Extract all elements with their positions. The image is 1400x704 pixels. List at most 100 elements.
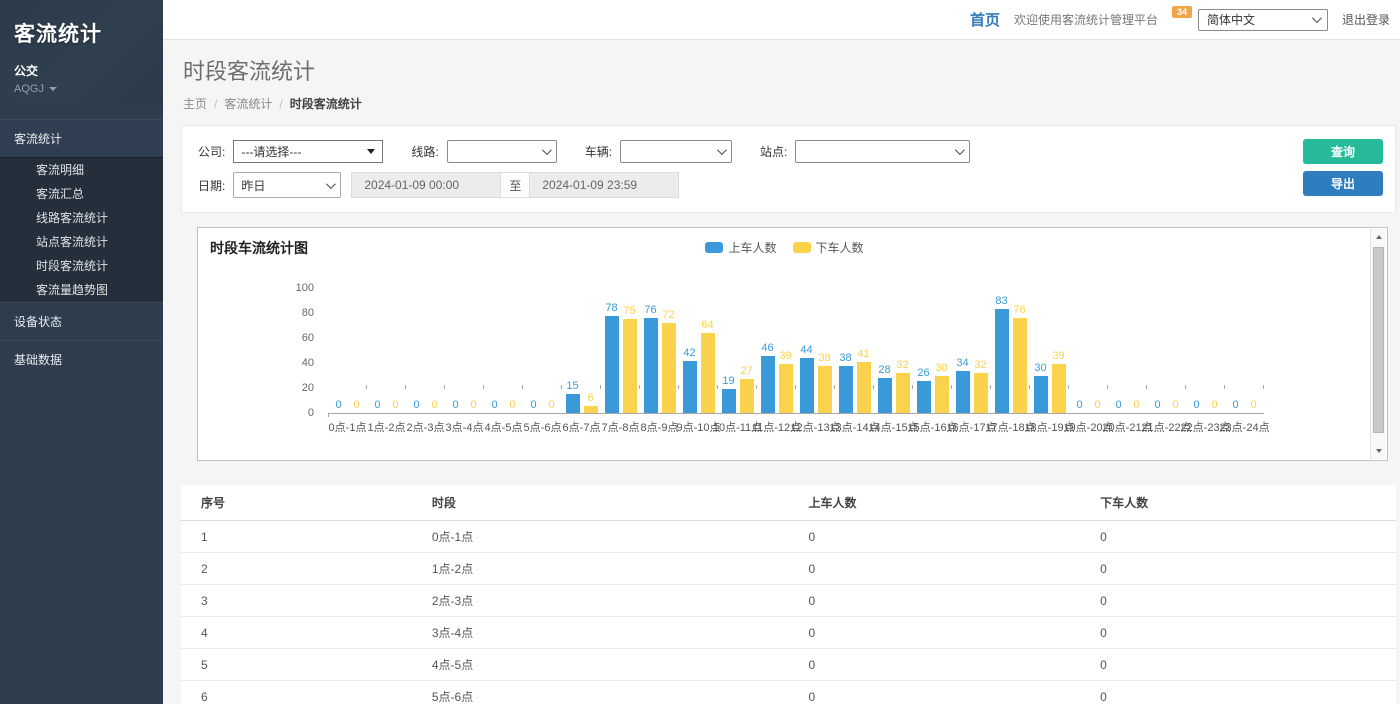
bar: 27 — [739, 365, 754, 413]
x-axis-tick-label: 2点-3点 — [406, 422, 445, 434]
sidebar-subitem[interactable]: 站点客流统计 — [36, 235, 109, 249]
notification-badge: 34 — [1171, 5, 1192, 18]
bar-value-label: 0 — [392, 399, 399, 411]
sidebar-subitem[interactable]: 时段客流统计 — [36, 259, 109, 273]
chart-scrollbar[interactable] — [1370, 229, 1386, 459]
bar-rect — [916, 380, 931, 413]
station-select[interactable] — [795, 140, 971, 163]
date-from-input[interactable]: 2024-01-09 00:00 — [351, 172, 502, 198]
breadcrumb-item[interactable]: 客流统计 — [224, 97, 273, 111]
x-axis-tick-label: 14点-15点 — [868, 422, 919, 434]
legend-item[interactable]: 上车人数 — [705, 239, 777, 256]
chart-slots: 0 0 0点-1点 0 0 1点-2点 0 0 2点-3点 0 0 3点-4点 0 0 4点-5点 0 0 5点-… — [328, 288, 1270, 435]
chart-category-slot: 0 0 1点-2点 — [367, 288, 406, 435]
filter-row-2: 日期: 昨日 2024-01-09 00:00 至 2024-01-09 23:… — [198, 172, 1379, 198]
sidebar-item[interactable]: 设备状态 — [0, 302, 163, 340]
query-button[interactable]: 查询 — [1303, 139, 1383, 164]
scrollbar-thumb[interactable] — [1373, 247, 1384, 433]
table-body: 1 0点-1点 0 0 2 1点-2点 0 0 3 2点-3点 0 0 4 3点-4点 0 0 5 4点-5点 0 0… — [181, 520, 1396, 704]
bar-pair: 42 64 — [679, 288, 718, 413]
x-axis-tick-label: 21点-22点 — [1141, 422, 1192, 434]
bar-rect — [877, 378, 892, 413]
bar-value-label: 30 — [935, 361, 948, 374]
x-axis-tick-label: 4点-5点 — [484, 422, 523, 434]
language-select[interactable]: 简体中文 — [1197, 8, 1328, 31]
bar: 41 — [856, 348, 871, 413]
bar-value-label: 0 — [1211, 399, 1218, 411]
bar-value-label: 26 — [917, 366, 930, 379]
vehicle-select[interactable] — [620, 140, 733, 163]
bar-value-label: 28 — [878, 364, 891, 376]
bar-rect — [817, 365, 832, 413]
date-preset-select[interactable]: 昨日 — [233, 172, 342, 198]
chevron-down-icon — [541, 145, 552, 156]
bar-rect — [583, 405, 598, 413]
table-row: 5 4点-5点 0 0 — [181, 648, 1396, 681]
bar: 83 — [994, 295, 1009, 413]
bar-rect — [760, 355, 775, 413]
table-cell: 0 — [1080, 680, 1396, 704]
breadcrumb-separator-icon: / — [279, 96, 283, 111]
bar-value-label: 76 — [644, 304, 657, 316]
bar-pair: 46 39 — [757, 288, 796, 413]
export-button[interactable]: 导出 — [1303, 171, 1383, 196]
date-label: 日期: — [198, 178, 226, 193]
table-cell: 0 — [1080, 616, 1396, 649]
bar-value-label: 0 — [470, 399, 477, 411]
bar-value-label: 0 — [374, 399, 381, 411]
chart-panel: 时段车流统计图 上车人数 下车人数 0 20 40 60 80 100 0 0 0点-1点 0 0 1… — [197, 227, 1388, 461]
scroll-down-icon[interactable] — [1371, 443, 1387, 459]
bar: 38 — [838, 352, 853, 413]
table-header-cell: 序号 — [181, 485, 412, 521]
bar-value-label: 0 — [1094, 399, 1101, 411]
sidebar-item-passenger-stats[interactable]: 客流统计 — [0, 119, 163, 157]
bar-value-label: 78 — [605, 301, 618, 314]
logout-link[interactable]: 退出登录 — [1341, 13, 1390, 27]
welcome-text: 欢迎使用客流统计管理平台 — [1013, 13, 1158, 27]
bar-value-label: 32 — [974, 359, 987, 371]
bar-value-label: 0 — [548, 399, 555, 411]
bar-pair: 38 41 — [835, 288, 874, 413]
bar-rect — [682, 360, 697, 413]
bar-value-label: 0 — [1232, 399, 1239, 411]
company-select[interactable]: ---请选择--- — [233, 140, 384, 163]
home-link[interactable]: 首页 — [969, 12, 1000, 29]
bar-value-label: 39 — [1052, 350, 1065, 363]
sidebar-subitem[interactable]: 客流明细 — [36, 163, 85, 177]
line-label: 线路: — [411, 145, 439, 159]
legend-item[interactable]: 下车人数 — [792, 239, 864, 256]
date-to-input[interactable]: 2024-01-09 23:59 — [529, 172, 680, 198]
bar-value-label: 6 — [587, 391, 594, 404]
table-cell: 0 — [788, 520, 1081, 553]
bar: 15 — [565, 380, 580, 413]
bar-pair: 34 32 — [952, 288, 991, 413]
sidebar-subitem[interactable]: 线路客流统计 — [36, 211, 109, 225]
scroll-up-icon[interactable] — [1371, 229, 1387, 245]
legend-swatch-icon — [705, 242, 724, 253]
chart-category-slot: 34 32 16点-17点 — [946, 288, 996, 435]
x-axis-tick-label: 11点-12点 — [751, 422, 802, 434]
bar-value-label: 30 — [1034, 361, 1047, 374]
breadcrumb-item[interactable]: 主页 — [183, 97, 208, 111]
stats-table: 序号 时段 上车人数 下车人数 1 0点-1点 0 0 2 1点-2点 0 0 3 2点-3点 0 0 4 3点… — [181, 485, 1396, 704]
y-axis-tick-label: 40 — [301, 357, 314, 369]
bar-value-label: 0 — [413, 399, 420, 411]
vehicle-label: 车辆: — [584, 145, 613, 159]
sidebar-subitem[interactable]: 客流汇总 — [36, 187, 85, 201]
chart-category-slot: 46 39 11点-12点 — [752, 288, 801, 435]
company-select-value: ---请选择--- — [241, 145, 302, 159]
table-cell: 0 — [1080, 584, 1396, 617]
filter-panel: 公司: ---请选择--- 线路: 车辆: 站点: 日期: — [181, 125, 1396, 213]
bar-pair: 30 39 — [1030, 288, 1069, 413]
line-select[interactable] — [446, 140, 557, 163]
date-to-separator: 至 — [501, 172, 530, 198]
bar-pair: 76 72 — [640, 288, 679, 413]
sidebar-item[interactable]: 基础数据 — [0, 340, 163, 378]
bar: 46 — [760, 342, 775, 413]
x-axis-tick-label: 23点-24点 — [1219, 422, 1270, 434]
sidebar-subitem[interactable]: 客流量趋势图 — [36, 283, 109, 297]
bar-value-label: 0 — [491, 399, 498, 411]
org-code-dropdown[interactable]: AQGJ — [14, 83, 149, 95]
chart-x-axis-line — [328, 413, 1264, 414]
